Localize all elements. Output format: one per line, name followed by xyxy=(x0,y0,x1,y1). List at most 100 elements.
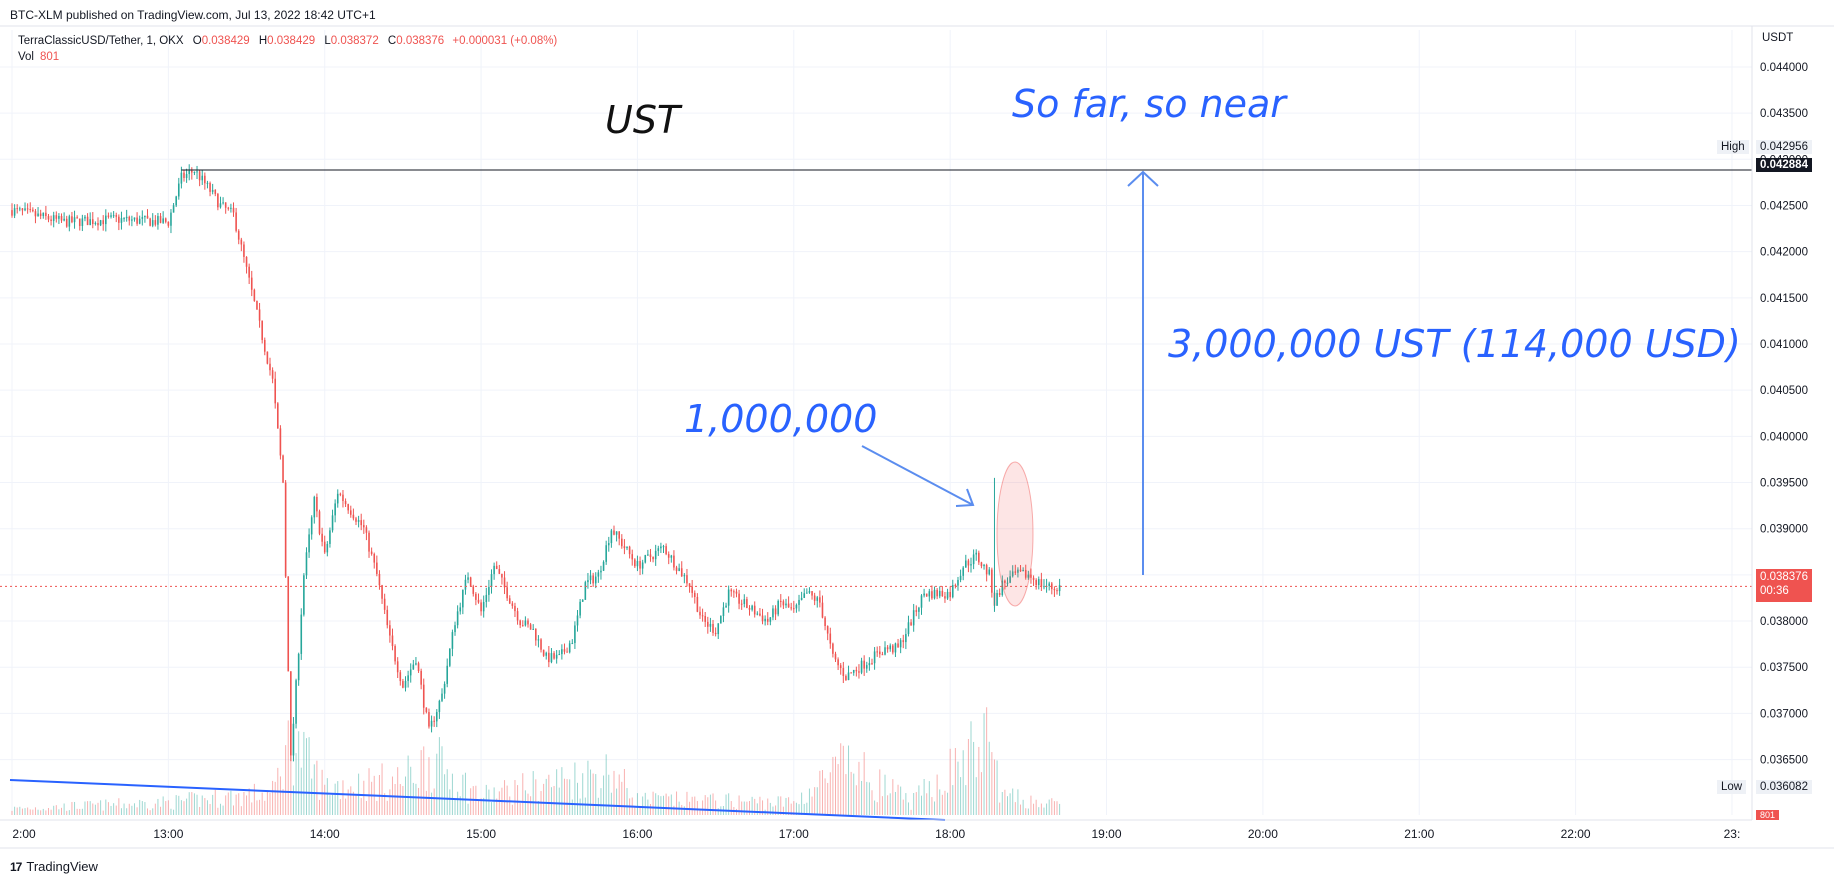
pointer-arrow[interactable] xyxy=(861,445,974,506)
price-tick-label: 0.037000 xyxy=(1760,708,1808,720)
candle-body xyxy=(516,611,519,621)
candle-body xyxy=(110,215,112,217)
high-value-badge: 0.042956 xyxy=(1756,140,1812,154)
candle-body xyxy=(798,599,800,605)
candle-body xyxy=(261,320,263,340)
ohlc-high-value: 0.038429 xyxy=(267,35,316,47)
candle-body xyxy=(339,493,342,495)
annotation-so-far[interactable]: So far, so near xyxy=(1012,82,1286,126)
annotation-million[interactable]: 1,000,000 xyxy=(684,397,878,441)
candle-body xyxy=(91,219,94,225)
time-axis[interactable]: 2:00 13:00 14:00 15:00 16:00 17:00 18:00 19:00 2… xyxy=(12,827,1740,841)
tradingview-logo-icon: 17 xyxy=(10,859,22,874)
candle-body xyxy=(847,672,850,681)
symbol-name[interactable]: TerraClassicUSD/Tether, 1, OKX xyxy=(18,35,184,47)
candle-body xyxy=(73,217,76,223)
candle-body xyxy=(334,503,336,516)
candle-body xyxy=(373,553,376,563)
candle-body xyxy=(717,623,720,635)
candle-body xyxy=(71,216,73,223)
candle-body xyxy=(42,212,45,217)
candle-body xyxy=(495,565,498,570)
candle-body xyxy=(641,562,644,569)
candle-body xyxy=(774,608,777,615)
candle-body xyxy=(449,648,451,666)
candle-body xyxy=(464,579,467,590)
candle-body xyxy=(204,175,206,184)
candle-body xyxy=(613,530,615,535)
price-tick-label: 0.037500 xyxy=(1760,662,1808,674)
candle-body xyxy=(68,216,71,227)
candle-body xyxy=(998,593,1001,595)
candle-body xyxy=(790,607,792,609)
candle-body xyxy=(89,219,91,226)
candle-body xyxy=(514,605,516,612)
volume-label[interactable]: Vol xyxy=(18,51,34,63)
candle-body xyxy=(899,640,902,648)
candle-body xyxy=(477,599,480,603)
trend-line[interactable] xyxy=(9,779,946,821)
candle-body xyxy=(933,589,936,599)
candle-body xyxy=(50,219,52,221)
candle-body xyxy=(845,675,847,681)
candle-body xyxy=(808,591,811,593)
candle-body xyxy=(462,589,464,608)
candle-body xyxy=(793,608,795,610)
currency-unit: USDT xyxy=(1762,32,1794,44)
footer-brand[interactable]: 17 TradingView xyxy=(10,859,98,874)
candle-body xyxy=(451,632,454,649)
candle-body xyxy=(587,580,589,583)
candle-body xyxy=(707,621,709,627)
candle-body xyxy=(170,212,172,226)
last-price-value: 0.038376 xyxy=(1760,571,1808,583)
candle-body xyxy=(55,215,58,219)
candle-body xyxy=(1024,569,1027,578)
candle-body xyxy=(105,215,107,225)
price-tick-label: 0.038000 xyxy=(1760,616,1808,628)
candle-body xyxy=(219,203,222,208)
candle-body xyxy=(621,538,623,547)
annotation-ust[interactable]: UST xyxy=(605,98,681,142)
candle-body xyxy=(594,576,597,584)
candle-body xyxy=(365,527,368,533)
annotation-amount[interactable]: 3,000,000 UST (114,000 USD) xyxy=(1168,322,1741,366)
candle-body xyxy=(743,599,746,604)
candle-body xyxy=(167,221,170,226)
ohlc-high-key: H xyxy=(258,35,268,47)
candle-body xyxy=(475,593,477,600)
volume-legend: Vol 801 xyxy=(18,51,59,63)
candle-body xyxy=(980,562,983,567)
candle-body xyxy=(19,208,21,210)
candle-body xyxy=(720,615,722,624)
candle-body xyxy=(342,494,344,501)
candle-body xyxy=(402,681,404,688)
candle-body xyxy=(1027,574,1030,578)
candle-body xyxy=(253,289,256,301)
candle-body xyxy=(907,622,910,635)
candle-body xyxy=(99,220,102,226)
volume-badge: 801 xyxy=(1756,810,1780,820)
candle-body xyxy=(868,663,871,666)
candle-body xyxy=(321,533,323,542)
target-arrow-head-icon xyxy=(1127,170,1159,187)
candle-body xyxy=(1006,582,1009,584)
candle-body xyxy=(545,652,548,656)
ohlc-open-key: O xyxy=(192,35,202,47)
line-value-badge: 0.042884 xyxy=(1756,158,1812,172)
candle-body xyxy=(553,653,555,659)
candle-body xyxy=(826,626,829,634)
candle-body xyxy=(24,208,26,211)
candle-body xyxy=(1040,579,1043,587)
candle-body xyxy=(912,610,915,626)
volume-bars xyxy=(11,707,1061,815)
candle-body xyxy=(159,216,162,223)
candle-body xyxy=(363,525,365,528)
candle-body xyxy=(800,597,803,600)
spike-highlight-ellipse[interactable] xyxy=(996,461,1034,607)
grid-lines xyxy=(0,30,1752,815)
candle-body xyxy=(428,712,430,727)
candle-body xyxy=(34,211,37,217)
candle-body xyxy=(198,171,201,181)
candle-body xyxy=(602,561,605,571)
